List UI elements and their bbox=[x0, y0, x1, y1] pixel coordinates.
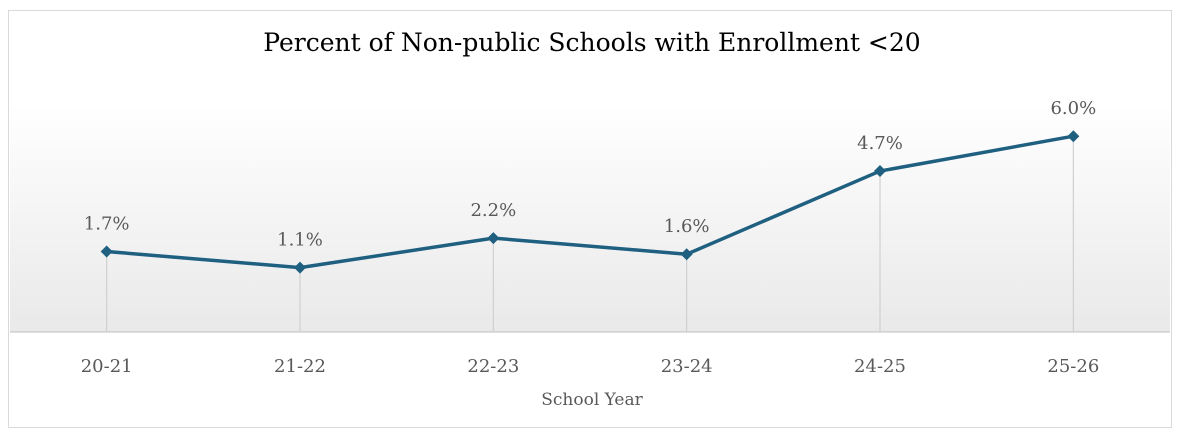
data-label: 1.7% bbox=[84, 214, 130, 235]
data-point-marker bbox=[874, 165, 886, 178]
data-label: 4.7% bbox=[857, 133, 903, 154]
data-label: 1.1% bbox=[277, 230, 323, 251]
data-label: 6.0% bbox=[1050, 98, 1096, 119]
data-label: 2.2% bbox=[470, 200, 516, 221]
x-axis-title: School Year bbox=[541, 390, 643, 410]
plot-area bbox=[10, 104, 1170, 332]
data-point-marker bbox=[294, 261, 306, 274]
data-point-marker bbox=[680, 248, 693, 261]
data-label: 1.6% bbox=[664, 216, 710, 237]
x-tick-label: 25-26 bbox=[1047, 356, 1099, 377]
data-point-marker bbox=[1067, 130, 1080, 143]
data-point-marker bbox=[487, 232, 500, 245]
series-line bbox=[104, 134, 1076, 270]
x-tick-label: 20-21 bbox=[81, 356, 133, 377]
x-tick-label: 24-25 bbox=[854, 356, 906, 377]
x-tick-label: 23-24 bbox=[661, 356, 713, 377]
chart-title: Percent of Non-public Schools with Enrol… bbox=[263, 28, 921, 57]
data-point-marker bbox=[100, 245, 113, 258]
x-tick-label: 22-23 bbox=[467, 356, 519, 377]
x-tick-label: 21-22 bbox=[274, 356, 326, 377]
